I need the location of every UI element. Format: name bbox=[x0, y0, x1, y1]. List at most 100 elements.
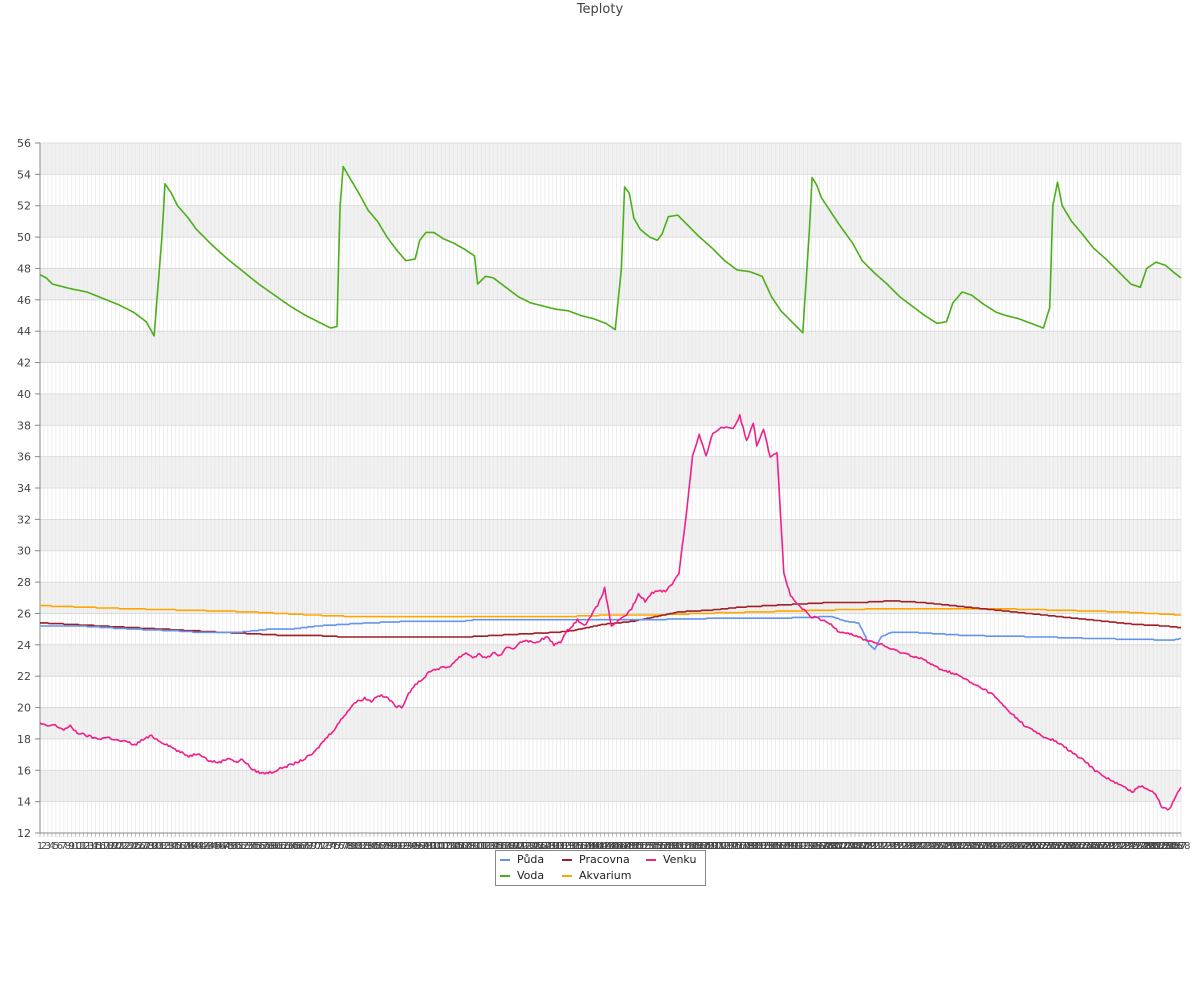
horizontal-grid bbox=[35, 142, 1181, 834]
x-tick-label: 44 bbox=[205, 841, 218, 852]
x-tick-label: 190 bbox=[782, 841, 801, 852]
x-tick-label: 230 bbox=[941, 841, 960, 852]
x-tick-label: 276 bbox=[1124, 841, 1143, 852]
x-tick-label: 83 bbox=[360, 841, 373, 852]
x-tick-label: 142 bbox=[591, 841, 610, 852]
x-tick-label: 183 bbox=[754, 841, 773, 852]
x-tick-label: 112 bbox=[472, 841, 491, 852]
x-tick-label: 277 bbox=[1128, 841, 1147, 852]
x-tick-label: 237 bbox=[969, 841, 988, 852]
x-tick-label: 194 bbox=[798, 841, 817, 852]
x-tick-label: 94 bbox=[403, 841, 416, 852]
y-tick-label: 54 bbox=[17, 168, 31, 181]
x-tick-label: 123 bbox=[515, 841, 534, 852]
x-tick-label: 215 bbox=[881, 841, 900, 852]
x-tick-label: 177 bbox=[730, 841, 749, 852]
x-tick-label: 156 bbox=[647, 841, 666, 852]
y-tick-label: 28 bbox=[17, 576, 31, 589]
y-tick-label: 26 bbox=[17, 607, 31, 620]
x-tick-label: 137 bbox=[571, 841, 590, 852]
grid-band bbox=[40, 519, 1181, 551]
y-tick-label: 30 bbox=[17, 545, 31, 558]
x-tick-label: 218 bbox=[893, 841, 912, 852]
x-tick-label: 188 bbox=[774, 841, 793, 852]
x-tick-label: 262 bbox=[1068, 841, 1087, 852]
x-tick-label: 104 bbox=[440, 841, 459, 852]
grid-band bbox=[40, 393, 1181, 426]
x-tick-label: 12 bbox=[77, 841, 90, 852]
x-tick-label: 72 bbox=[316, 841, 329, 852]
x-tick-label: 48 bbox=[220, 841, 233, 852]
x-tick-label: 47 bbox=[217, 841, 230, 852]
x-tick-label: 68 bbox=[300, 841, 313, 852]
x-tick-label: 98 bbox=[419, 841, 432, 852]
x-tick-label: 198 bbox=[814, 841, 833, 852]
x-tick-label: 283 bbox=[1152, 841, 1171, 852]
x-tick-label: 130 bbox=[543, 841, 562, 852]
grid-band bbox=[40, 268, 1181, 300]
legend-label-voda: Voda bbox=[517, 869, 545, 882]
x-tick-label: 192 bbox=[790, 841, 809, 852]
x-tick-label: 143 bbox=[595, 841, 614, 852]
x-tick-label: 180 bbox=[742, 841, 761, 852]
x-tick-label: 121 bbox=[508, 841, 527, 852]
x-tick-label: 33 bbox=[161, 841, 174, 852]
legend-label-venku: Venku bbox=[663, 853, 697, 866]
x-tick-label: 258 bbox=[1052, 841, 1071, 852]
x-tick-label: 151 bbox=[627, 841, 646, 852]
x-tick-label: 204 bbox=[838, 841, 857, 852]
x-tick-labels: 1234567891011121314151617181920212223242… bbox=[37, 833, 1191, 852]
x-tick-label: 238 bbox=[973, 841, 992, 852]
x-tick-label: 16 bbox=[93, 841, 106, 852]
x-tick-label: 191 bbox=[786, 841, 805, 852]
x-tick-label: 4 bbox=[49, 841, 55, 852]
grid-band bbox=[40, 644, 1181, 677]
grid-band bbox=[40, 331, 1181, 363]
x-tick-label: 245 bbox=[1001, 841, 1020, 852]
x-tick-label: 74 bbox=[324, 841, 337, 852]
x-tick-label: 109 bbox=[460, 841, 479, 852]
x-tick-label: 286 bbox=[1164, 841, 1183, 852]
x-tick-label: 8 bbox=[65, 841, 71, 852]
x-tick-label: 268 bbox=[1092, 841, 1111, 852]
x-tick-label: 6 bbox=[57, 841, 63, 852]
plot-bands bbox=[40, 143, 1181, 802]
x-tick-label: 20 bbox=[109, 841, 122, 852]
legend-swatch-voda bbox=[500, 874, 510, 877]
x-tick-label: 89 bbox=[383, 841, 396, 852]
x-tick-label: 88 bbox=[380, 841, 393, 852]
x-tick-label: 189 bbox=[778, 841, 797, 852]
x-tick-label: 220 bbox=[901, 841, 920, 852]
x-tick-label: 184 bbox=[758, 841, 777, 852]
x-tick-label: 117 bbox=[492, 841, 511, 852]
x-tick-label: 219 bbox=[897, 841, 916, 852]
x-tick-label: 99 bbox=[423, 841, 436, 852]
x-tick-label: 261 bbox=[1064, 841, 1083, 852]
x-tick-label: 101 bbox=[428, 841, 447, 852]
x-tick-label: 10 bbox=[69, 841, 82, 852]
x-tick-label: 209 bbox=[857, 841, 876, 852]
x-tick-label: 128 bbox=[535, 841, 554, 852]
x-tick-label: 146 bbox=[607, 841, 626, 852]
x-tick-label: 200 bbox=[822, 841, 841, 852]
legend-label-akvarium: Akvarium bbox=[579, 869, 632, 882]
x-tick-label: 19 bbox=[105, 841, 118, 852]
series-line-venku bbox=[39, 413, 1182, 811]
x-tick-label: 56 bbox=[252, 841, 265, 852]
legend-swatch-akvarium bbox=[562, 874, 572, 877]
legend: Půda Voda Pracovna Akvarium Venku bbox=[495, 850, 706, 886]
x-tick-label: 264 bbox=[1076, 841, 1095, 852]
x-tick-label: 197 bbox=[810, 841, 829, 852]
x-tick-label: 139 bbox=[579, 841, 598, 852]
series-lines bbox=[39, 165, 1182, 811]
y-tick-label: 48 bbox=[17, 262, 31, 275]
y-tick-label: 50 bbox=[17, 231, 31, 244]
x-tick-label: 252 bbox=[1028, 841, 1047, 852]
x-tick-label: 273 bbox=[1112, 841, 1131, 852]
grid-band bbox=[40, 456, 1181, 488]
x-tick-label: 172 bbox=[710, 841, 729, 852]
x-tick-label: 54 bbox=[244, 841, 257, 852]
legend-item-puda: Půda bbox=[500, 853, 544, 866]
x-tick-label: 25 bbox=[129, 841, 142, 852]
legend-swatch-puda bbox=[500, 858, 510, 861]
